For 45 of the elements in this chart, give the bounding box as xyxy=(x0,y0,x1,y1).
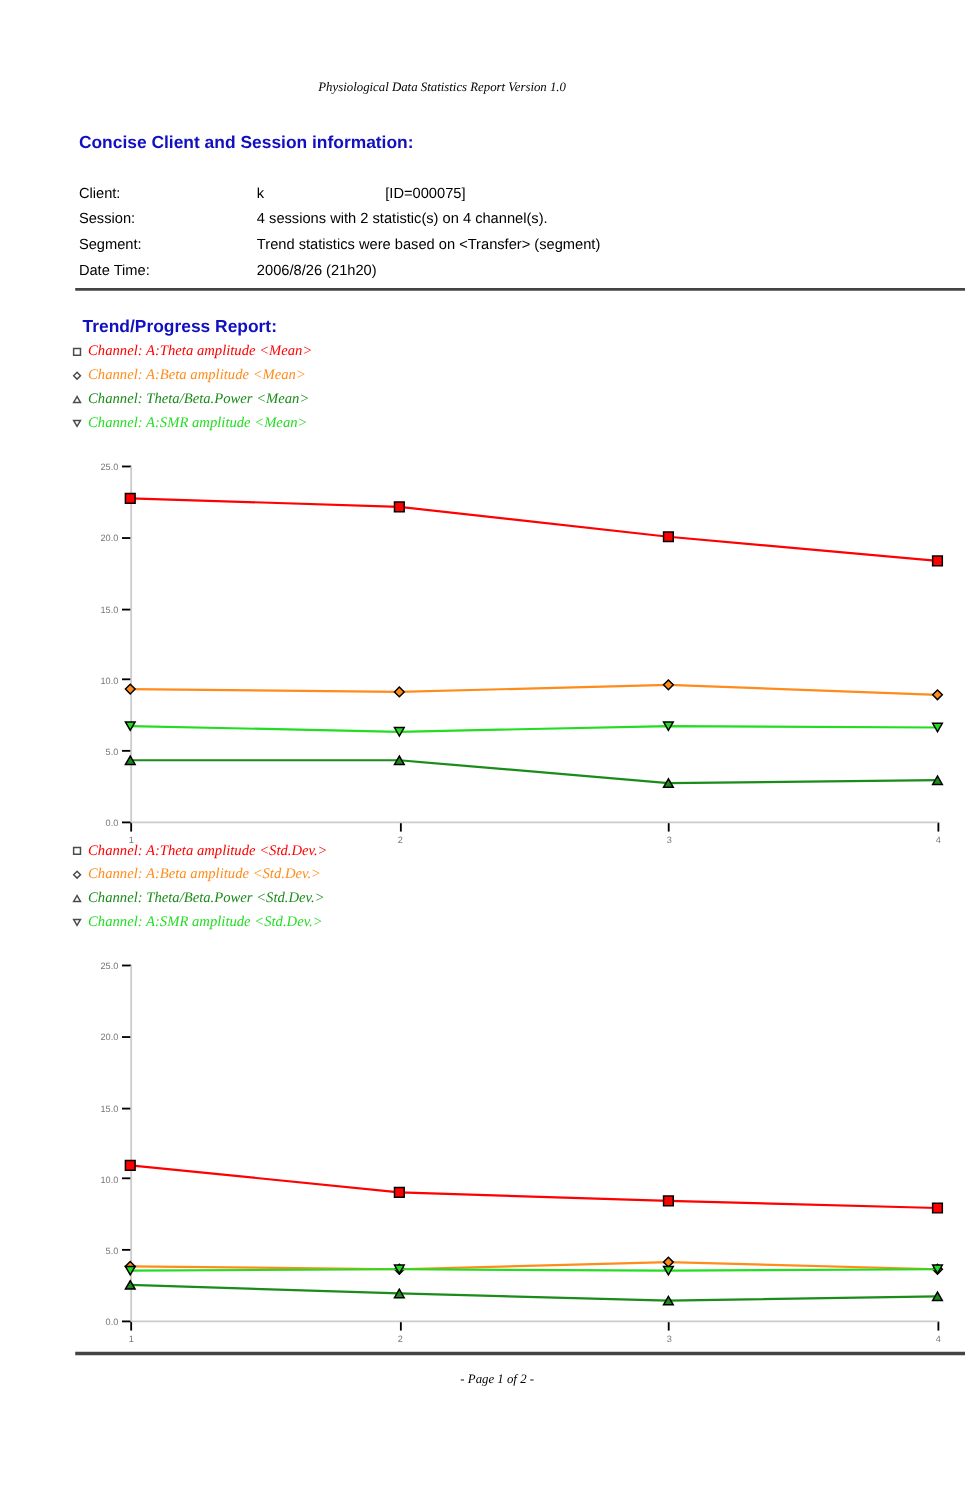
text: Trend/Progress Report: xyxy=(82,315,278,336)
point xyxy=(393,1186,405,1198)
point xyxy=(124,1279,136,1290)
point xyxy=(931,689,944,701)
text: Session: xyxy=(78,209,136,228)
point xyxy=(662,1195,674,1207)
point xyxy=(931,555,944,567)
point xyxy=(124,1265,136,1276)
legend-label: Channel: A:Beta amplitude <Mean> xyxy=(88,365,306,384)
point xyxy=(393,755,405,766)
point xyxy=(393,686,405,698)
point xyxy=(124,683,136,695)
text: Date Time: xyxy=(78,260,150,279)
text: 4 sessions with 2 statistic(s) on 4 channel(s). xyxy=(256,209,548,228)
point xyxy=(931,1291,944,1302)
point xyxy=(393,1288,405,1299)
point xyxy=(124,492,136,504)
text: Trend statistics were based on <Transfer> (segment) xyxy=(256,235,601,254)
point xyxy=(931,722,944,733)
legend-label: Channel: A:SMR amplitude <Std.Dev.> xyxy=(88,912,323,931)
point xyxy=(393,726,405,737)
point xyxy=(393,501,405,513)
point xyxy=(662,778,674,788)
text: [ID=000075] xyxy=(385,183,466,202)
text: 2006/8/26 (21h20) xyxy=(256,260,377,279)
legend-label: Channel: A:SMR amplitude <Mean> xyxy=(88,413,308,432)
legend-label: Channel: A:Theta amplitude <Std.Dev.> xyxy=(88,840,328,859)
text: Client: xyxy=(78,183,121,202)
point xyxy=(124,755,136,766)
point xyxy=(662,531,674,543)
legend-label: Channel: A:Theta amplitude <Mean> xyxy=(88,341,313,360)
text: Concise Client and Session information: xyxy=(78,132,414,153)
point xyxy=(662,1295,674,1306)
point xyxy=(124,1159,136,1171)
point xyxy=(662,679,674,691)
point xyxy=(124,721,136,732)
point xyxy=(931,775,944,786)
point xyxy=(662,1265,674,1276)
legend-label: Channel: A:Beta amplitude <Std.Dev.> xyxy=(88,864,322,883)
text: Segment: xyxy=(78,235,142,254)
legend-label: Channel: Theta/Beta.Power <Mean> xyxy=(88,389,310,408)
legend-label: Channel: Theta/Beta.Power <Std.Dev.> xyxy=(88,888,325,907)
point xyxy=(662,721,674,732)
point xyxy=(931,1202,944,1214)
text: k xyxy=(256,183,265,202)
